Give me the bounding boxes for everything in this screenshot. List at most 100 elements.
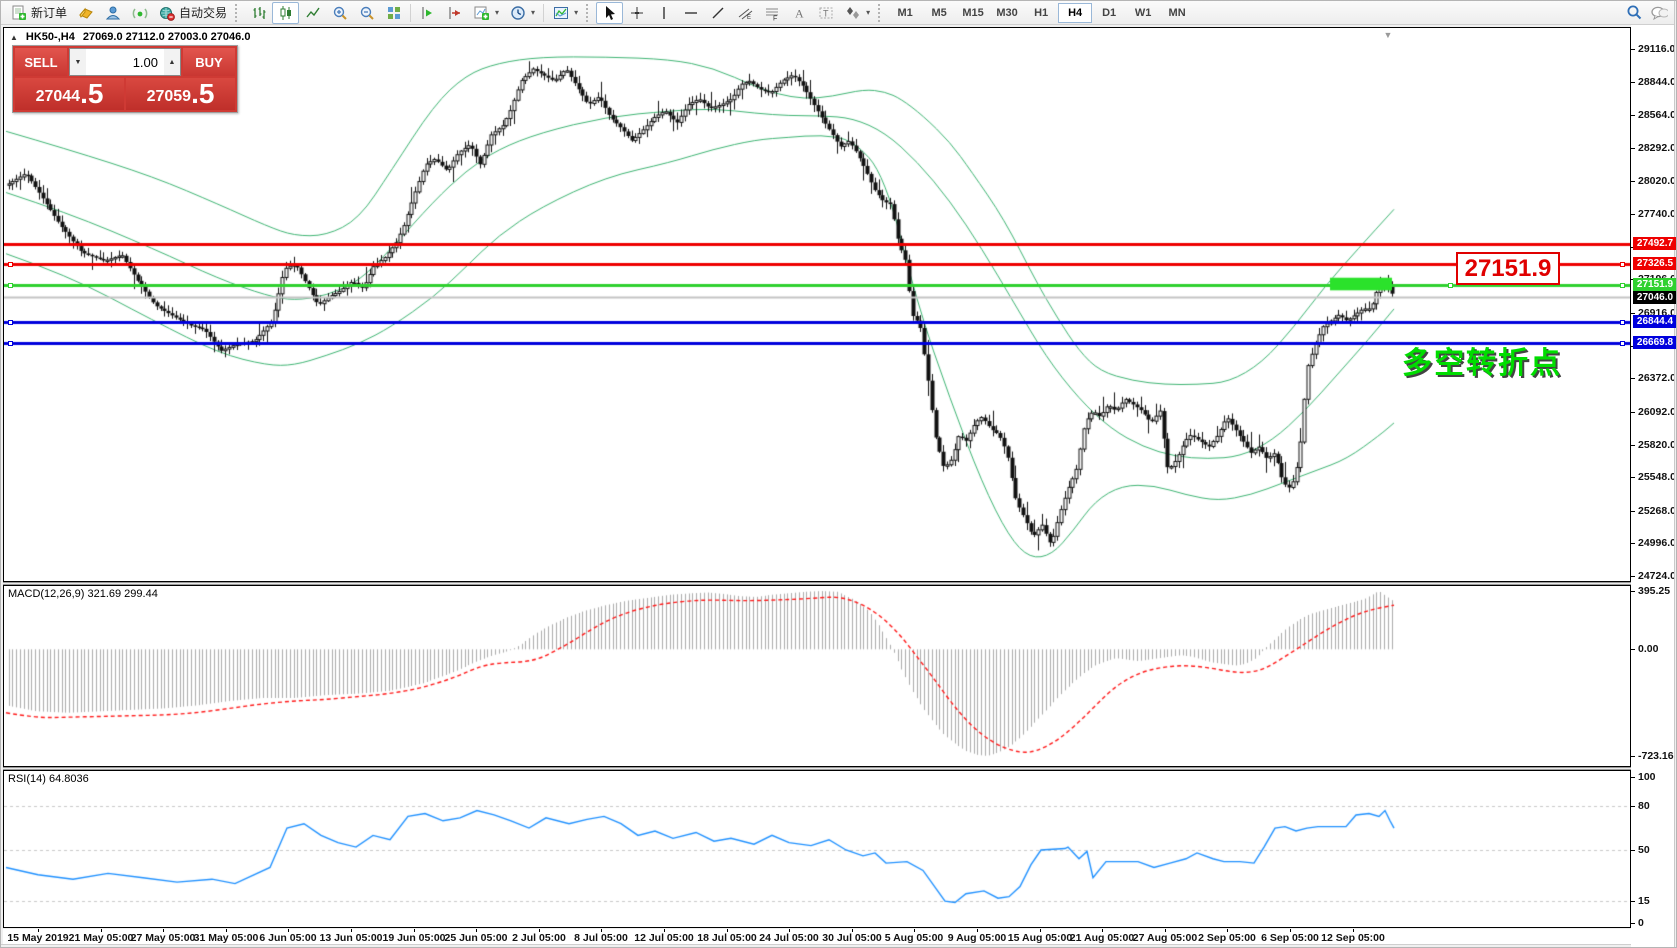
- timeframe-button-w1[interactable]: W1: [1134, 6, 1152, 19]
- time-tick-label: 9 Aug 05:00: [947, 932, 1007, 944]
- time-tick-mark: [101, 929, 102, 932]
- macd-pane[interactable]: MACD(12,26,9) 321.69 299.44: [3, 585, 1631, 767]
- timeframe-button-m15[interactable]: M15: [962, 6, 984, 19]
- main-chart-pane[interactable]: ▲ HK50-,H4 27069.0 27112.0 27003.0 27046…: [3, 27, 1631, 582]
- timeframe-button-m30[interactable]: M30: [996, 6, 1018, 19]
- timeframe-button-d1[interactable]: D1: [1102, 6, 1117, 19]
- time-tick-label: 12 Jul 05:00: [634, 932, 694, 944]
- collapse-triangle-icon[interactable]: ▲: [10, 32, 18, 42]
- time-tick-mark: [789, 929, 790, 932]
- rsi-canvas[interactable]: [4, 771, 1630, 927]
- indicators-button[interactable]: ▾: [468, 2, 504, 24]
- periods-button[interactable]: ▾: [504, 2, 540, 24]
- candlestick-button[interactable]: [272, 1, 300, 24]
- svg-text:F: F: [773, 15, 777, 21]
- price-chart-canvas[interactable]: [4, 28, 1630, 581]
- price-level-chip[interactable]: 26844.4: [1633, 315, 1676, 328]
- line-handle[interactable]: [1620, 340, 1625, 346]
- buy-price[interactable]: 27059 .5: [126, 78, 235, 110]
- vertical-line-button[interactable]: [650, 2, 677, 24]
- fibonacci-button[interactable]: F: [758, 2, 785, 24]
- sell-button[interactable]: SELL: [15, 48, 67, 76]
- chart-header: ▲ HK50-,H4 27069.0 27112.0 27003.0 27046…: [10, 31, 250, 43]
- macd-canvas[interactable]: [4, 586, 1630, 766]
- sell-price-fraction: .5: [80, 78, 104, 109]
- price-callout-box[interactable]: 27151.9: [1456, 252, 1560, 285]
- rsi-label: RSI(14) 64.8036: [8, 773, 89, 785]
- templates-button[interactable]: ▾: [547, 2, 583, 24]
- sell-price[interactable]: 27044 .5: [15, 78, 124, 110]
- chat-icon[interactable]: [1651, 4, 1668, 21]
- crosshair-button[interactable]: [623, 2, 650, 24]
- time-tick-label: 12 Sep 05:00: [1321, 932, 1385, 944]
- search-icon[interactable]: [1626, 4, 1643, 21]
- line-handle[interactable]: [1620, 319, 1625, 325]
- zoom-in-button[interactable]: [326, 2, 353, 24]
- time-tick-label: 21 May 05:00: [68, 932, 134, 944]
- line-handle[interactable]: [1448, 282, 1453, 288]
- crosshair-icon: [628, 4, 645, 21]
- channel-button[interactable]: E: [731, 2, 758, 24]
- price-level-chip[interactable]: 27492.7: [1633, 237, 1676, 250]
- line-handle[interactable]: [8, 261, 13, 267]
- price-level-chip[interactable]: 27326.5: [1633, 257, 1676, 270]
- auto-scroll-button[interactable]: [414, 2, 441, 24]
- rsi-pane[interactable]: RSI(14) 64.8036: [3, 770, 1631, 928]
- timeframe-button-mn[interactable]: MN: [1168, 6, 1186, 19]
- timeframe-button-m5[interactable]: M5: [931, 6, 947, 19]
- volume-stepper: ▼ 1.00 ▲: [69, 48, 181, 76]
- pane-separator[interactable]: [3, 767, 1631, 770]
- annotation-text[interactable]: 多空转折点: [1402, 346, 1562, 381]
- volume-decrease-button[interactable]: ▼: [70, 49, 86, 75]
- new-order-button[interactable]: 新订单: [5, 2, 72, 24]
- time-axis[interactable]: 15 May 2019 21 May 05:00 27 May 05:00 31 Ma…: [3, 929, 1631, 945]
- axis-tick-label: 0: [1638, 917, 1644, 929]
- autotrade-button[interactable]: 自动交易: [153, 2, 232, 24]
- line-handle[interactable]: [8, 340, 13, 346]
- axis-tick-label: 100: [1638, 771, 1656, 783]
- price-level-chip[interactable]: 27151.9: [1633, 278, 1676, 291]
- zoom-out-button[interactable]: [353, 2, 380, 24]
- line-handle[interactable]: [1620, 261, 1625, 267]
- community-button[interactable]: [99, 2, 126, 24]
- signals-button[interactable]: [126, 2, 153, 24]
- volume-value[interactable]: 1.00: [132, 54, 158, 70]
- price-axis[interactable]: 29116.0 28844.0 28564.0 28292.0 28020.0 27740…: [1631, 25, 1676, 947]
- axis-tick-label: 80: [1638, 800, 1650, 812]
- pane-separator[interactable]: [3, 582, 1631, 585]
- cursor-button[interactable]: [596, 1, 624, 24]
- buy-button[interactable]: BUY: [183, 48, 235, 76]
- tile-windows-button[interactable]: [380, 2, 407, 24]
- line-handle[interactable]: [8, 319, 13, 325]
- timeframe-button-m1[interactable]: M1: [897, 6, 913, 19]
- toolbar-grip: [586, 3, 593, 22]
- horizontal-line-button[interactable]: [677, 2, 704, 24]
- chart-shift-marker[interactable]: ▼: [1383, 30, 1393, 40]
- chart-shift-button[interactable]: [441, 2, 468, 24]
- line-handle[interactable]: [1620, 282, 1625, 288]
- trendline-button[interactable]: [704, 2, 731, 24]
- arrows-button[interactable]: ▾: [839, 2, 875, 24]
- line-chart-button[interactable]: [299, 2, 326, 24]
- timeframe-button-h1[interactable]: H1: [1034, 6, 1049, 19]
- price-level-chip[interactable]: 27046.0: [1633, 291, 1676, 304]
- metaeditor-button[interactable]: [72, 2, 99, 24]
- bar-chart-button[interactable]: [245, 2, 272, 24]
- time-tick-label: 30 Jul 05:00: [822, 932, 882, 944]
- clock-icon: [509, 4, 526, 21]
- timeframe-button-h4[interactable]: H4: [1058, 2, 1093, 23]
- time-tick-mark: [288, 929, 289, 932]
- axis-tick-mark: [1631, 923, 1635, 924]
- time-tick-label: 31 May 05:00: [193, 932, 259, 944]
- volume-increase-button[interactable]: ▲: [164, 49, 180, 75]
- auto-scroll-icon: [419, 4, 436, 21]
- price-level-chip[interactable]: 26669.8: [1633, 336, 1676, 349]
- axis-tick-label: 24724.0: [1638, 570, 1676, 582]
- toolbar-right: [1626, 4, 1674, 21]
- text-button[interactable]: A: [785, 2, 812, 24]
- line-handle[interactable]: [8, 282, 13, 288]
- text-label-button[interactable]: T: [812, 2, 839, 24]
- axis-tick-label: 24996.0: [1638, 537, 1676, 549]
- axis-tick-mark: [1631, 649, 1635, 650]
- ohlc-bars-icon: [250, 4, 267, 21]
